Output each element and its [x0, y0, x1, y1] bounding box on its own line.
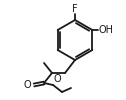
Text: O: O [24, 80, 32, 90]
Text: F: F [72, 4, 78, 14]
Text: O: O [54, 74, 61, 84]
Text: OH: OH [98, 25, 113, 35]
